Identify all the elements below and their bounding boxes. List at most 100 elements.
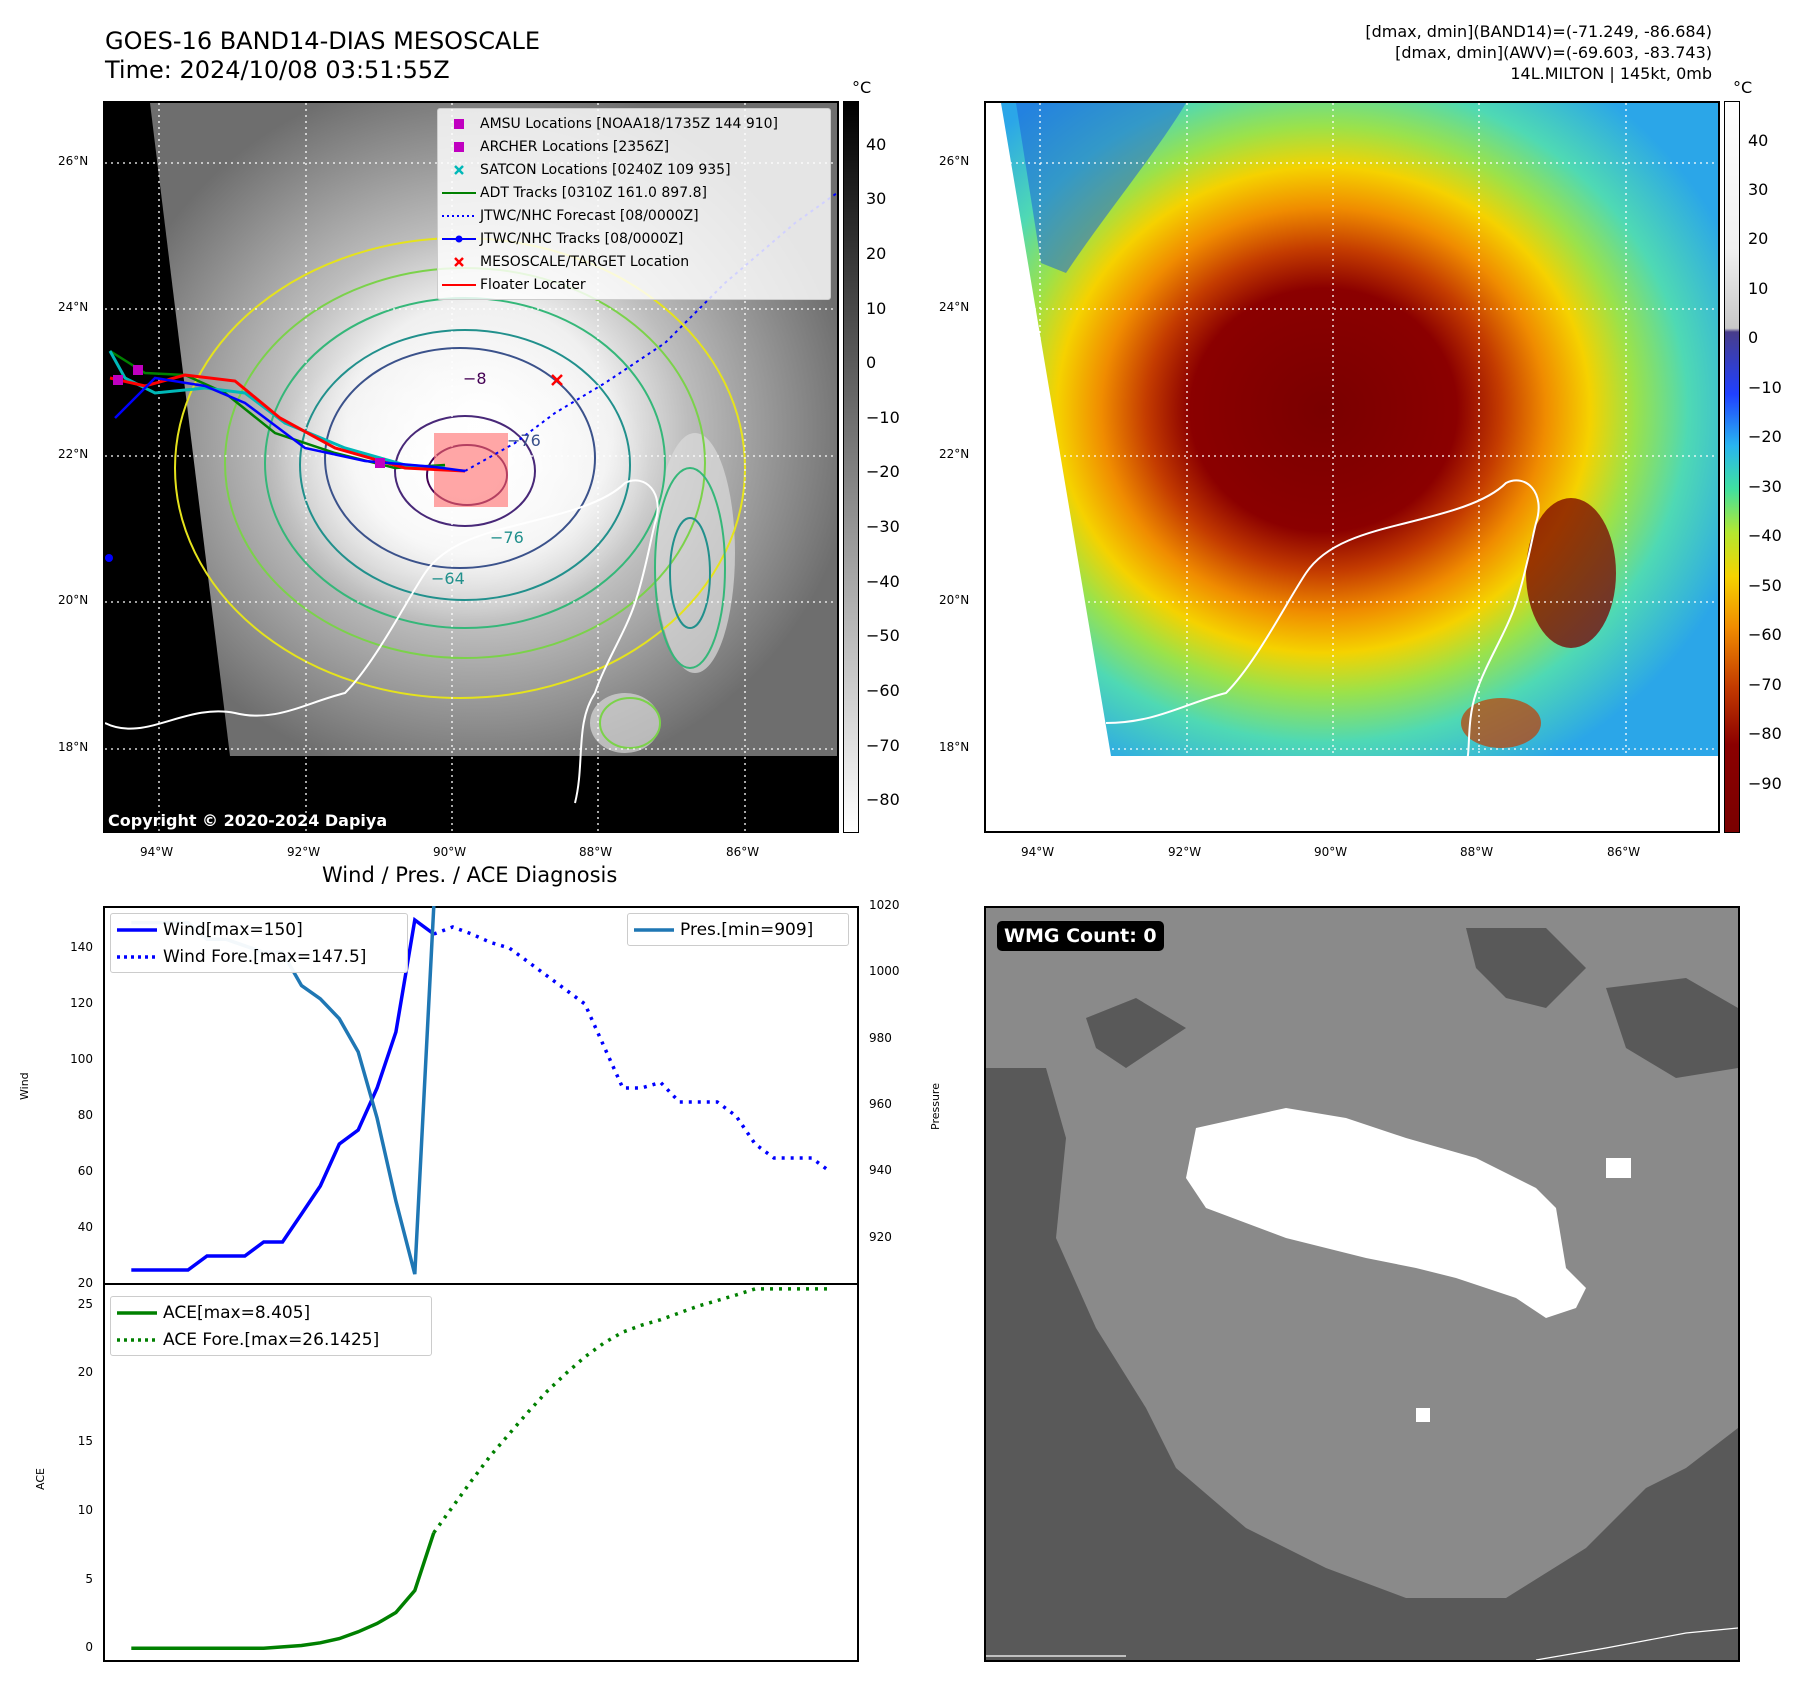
colorbar-tick-label: 0	[866, 353, 877, 373]
figure-time: Time: 2024/10/08 03:51:55Z	[105, 56, 450, 84]
lon-label: 88°W	[1460, 845, 1494, 859]
square-marker-icon	[438, 117, 480, 131]
colorbar-tick-label: 10	[1748, 278, 1769, 298]
lat-label: 18°N	[939, 740, 970, 754]
legend-item-amsu: AMSU Locations [NOAA18/1735Z 144 910]	[438, 112, 830, 135]
lon-label: 92°W	[287, 845, 321, 859]
solid-line-icon	[628, 927, 680, 933]
color-colorbar	[1724, 101, 1740, 833]
lon-label: 94°W	[1021, 845, 1055, 859]
jtwc-track	[114, 376, 466, 473]
colorbar-tick-label: −30	[1748, 476, 1782, 496]
solid-line-icon	[438, 282, 480, 288]
legend-wind: Wind[max=150]	[111, 916, 407, 943]
lon-label: 86°W	[726, 845, 760, 859]
legend-item-jtwc-forecast: JTWC/NHC Forecast [08/0000Z]	[438, 204, 830, 227]
solid-line-icon	[111, 1310, 163, 1316]
info-awv: [dmax, dmin](AWV)=(-69.603, -83.743)	[1395, 43, 1712, 62]
colorbar-tick-label: −30	[866, 517, 900, 537]
wind-ytick-label: 100	[70, 1052, 93, 1066]
pressure-legend: Pres.[min=909]	[627, 913, 849, 946]
pressure-ytick-label: 920	[869, 1229, 892, 1244]
colorbar-tick-label: −50	[866, 626, 900, 646]
legend-item-archer: ARCHER Locations [2356Z]	[438, 135, 830, 158]
colorbar-tick-label: −80	[1748, 724, 1782, 744]
colorbar-tick-label: −90	[1748, 773, 1782, 793]
wind-legend: Wind[max=150] Wind Fore.[max=147.5]	[110, 913, 408, 973]
wmg-image	[986, 908, 1738, 1660]
colorbar-tick-label: −40	[866, 571, 900, 591]
map-legend: AMSU Locations [NOAA18/1735Z 144 910] AR…	[437, 108, 831, 300]
wind-ytick-label: 40	[77, 1220, 93, 1234]
diagnosis-chart-svg	[97, 905, 859, 1662]
colorbar-tick-label: −50	[1748, 575, 1782, 595]
color-satellite-panel	[984, 101, 1720, 833]
colorbar-tick-label: −60	[1748, 625, 1782, 645]
colorbar-unit: °C	[1733, 78, 1753, 97]
wind-ytick-label: 80	[77, 1108, 93, 1122]
colorbar-tick-label: 10	[866, 298, 887, 318]
wind-forecast-series-line	[433, 925, 832, 1174]
wind-ytick-label: 140	[70, 940, 93, 954]
colorbar-tick-label: −20	[1748, 427, 1782, 447]
lon-label: 86°W	[1607, 845, 1641, 859]
colorbar-tick-label: 20	[866, 243, 887, 263]
ace-axis-label: ACE	[34, 1468, 47, 1490]
ace-plot-frame	[103, 1283, 859, 1662]
colorbar-tick-label: 20	[1748, 229, 1769, 249]
lat-label: 18°N	[58, 740, 89, 754]
lat-label: 24°N	[939, 300, 970, 314]
x-marker-icon	[438, 163, 480, 177]
solid-line-icon	[438, 190, 480, 196]
lat-label: 26°N	[939, 154, 970, 168]
ace-ytick-label: 25	[77, 1296, 93, 1311]
temperature-contours	[174, 237, 746, 749]
legend-item-jtwc-tracks: JTWC/NHC Tracks [08/0000Z]	[438, 227, 830, 250]
lat-label: 20°N	[58, 593, 89, 607]
lat-label: 26°N	[58, 154, 89, 168]
diagnosis-chart-area: Wind[max=150] Wind Fore.[max=147.5] Pres…	[97, 905, 859, 1662]
contour-label-3: −64	[431, 569, 465, 588]
colorbar-tick-label: −60	[866, 680, 900, 700]
colorbar-tick-label: −20	[866, 462, 900, 482]
copyright-text: Copyright © 2020-2024 Dapiya	[108, 811, 388, 830]
grayscale-colorbar	[843, 101, 859, 833]
colorbar-tick-label: 40	[866, 134, 887, 154]
contour-label-2: −76	[490, 528, 524, 547]
ace-forecast-series-line	[432, 1287, 831, 1534]
lat-label: 22°N	[939, 447, 970, 461]
legend-item-adt: ADT Tracks [0310Z 161.0 897.8]	[438, 181, 830, 204]
ace-ytick-label: 5	[85, 1571, 93, 1586]
pressure-ytick-label: 980	[869, 1030, 892, 1045]
wind-ytick-label: 60	[77, 1164, 93, 1178]
colorbar-tick-label: 40	[1748, 130, 1769, 150]
ace-legend: ACE[max=8.405] ACE Fore.[max=26.1425]	[110, 1296, 432, 1356]
lat-label: 24°N	[58, 300, 89, 314]
mesoscale-target-marker	[551, 374, 563, 386]
contour-label-4: −8	[463, 369, 487, 388]
legend-ace-forecast: ACE Fore.[max=26.1425]	[111, 1326, 431, 1353]
ace-ytick-label: 0	[85, 1640, 93, 1655]
colorbar-tick-label: −70	[1748, 674, 1782, 694]
grayscale-satellite-panel: −76 −76 −64 −8 AMSU Locations [NOAA18/17…	[103, 101, 839, 833]
colorbar-unit: °C	[852, 78, 872, 97]
colorbar-tick-label: −10	[866, 407, 900, 427]
lat-label: 20°N	[939, 593, 970, 607]
colorbar-tick-label: 30	[1748, 180, 1769, 200]
legend-wind-forecast: Wind Fore.[max=147.5]	[111, 943, 407, 970]
contour-label-1: −76	[507, 431, 541, 450]
lat-label: 22°N	[58, 447, 89, 461]
info-band14: [dmax, dmin](BAND14)=(-71.249, -86.684)	[1365, 22, 1712, 41]
colorbar-tick-label: 30	[866, 189, 887, 209]
map-gridlines	[986, 103, 1718, 831]
jtwc-track-point	[105, 554, 113, 562]
colorbar-tick-label: 0	[1748, 328, 1759, 348]
pressure-ytick-label: 940	[869, 1163, 892, 1178]
colorbar-tick-label: −70	[866, 735, 900, 755]
color-satellite-image	[986, 103, 1718, 831]
lon-label: 94°W	[140, 845, 174, 859]
lon-label: 90°W	[1314, 845, 1348, 859]
dot-line-icon	[438, 235, 480, 243]
wind-ytick-label: 20	[77, 1276, 93, 1290]
dotted-line-icon	[111, 954, 163, 960]
